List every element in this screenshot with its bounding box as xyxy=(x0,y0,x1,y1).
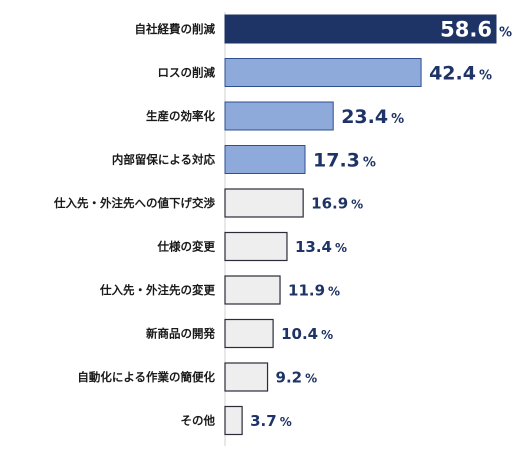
bar xyxy=(224,145,306,174)
value-unit: % xyxy=(391,112,404,127)
value-unit: % xyxy=(280,415,292,429)
category-label: その他 xyxy=(181,414,216,428)
bar xyxy=(224,58,422,87)
value-label: 11.9% xyxy=(288,281,340,299)
category-label: 生産の効率化 xyxy=(146,109,215,123)
category-label: 仕入先・外注先の変更 xyxy=(99,283,215,297)
value-number: 17.3 xyxy=(313,149,360,171)
category-label: 仕様の変更 xyxy=(157,240,216,254)
value-label: 3.7% xyxy=(250,412,292,430)
value-unit: % xyxy=(499,26,512,41)
value-number: 3.7 xyxy=(250,412,277,430)
value-label: 42.4% xyxy=(429,62,492,84)
value-unit: % xyxy=(363,155,376,170)
value-label: 9.2% xyxy=(276,368,318,386)
category-label: 自社経費の削減 xyxy=(135,22,216,36)
value-number: 9.2 xyxy=(276,368,303,386)
value-labels: 58.6 %42.4 %23.4 %17.3 %16.9 %13.4 %11.9 %10.4%… xyxy=(250,18,512,430)
bar xyxy=(224,14,497,44)
value-number: 16.9 xyxy=(311,194,348,212)
value-unit: % xyxy=(479,68,492,83)
value-label: 58.6 xyxy=(440,18,492,42)
value-label: 16.9% xyxy=(311,194,363,212)
bar xyxy=(224,231,288,262)
category-label: 内部留保による対応 xyxy=(112,153,216,167)
category-labels: 自社経費の削減ロスの削減生産の効率化内部留保による対応仕入先・外注先への値下げ交… xyxy=(53,22,215,428)
value-number: 11.9 xyxy=(288,281,325,299)
value-unit: % xyxy=(321,328,333,342)
value-number: 42.4 xyxy=(429,62,476,84)
value-unit: % xyxy=(328,284,340,298)
category-label: 仕入先・外注先への値下げ交渉 xyxy=(53,196,215,210)
bar xyxy=(224,405,243,436)
value-label: 13.4% xyxy=(295,238,347,256)
bar xyxy=(224,188,304,218)
value-number: 13.4 xyxy=(295,238,332,256)
value-unit: % xyxy=(351,197,363,211)
category-label: ロスの削減 xyxy=(158,66,216,80)
bars xyxy=(224,14,497,436)
value-label: 17.3% xyxy=(313,149,376,171)
bar xyxy=(224,318,274,349)
value-label: 23.4% xyxy=(341,106,404,128)
bar xyxy=(224,362,269,392)
bar xyxy=(224,101,334,131)
value-unit: % xyxy=(335,241,347,255)
category-label: 新商品の開発 xyxy=(146,327,215,341)
value-number: 23.4 xyxy=(341,106,388,128)
value-number: 58.6 xyxy=(440,18,492,42)
category-label: 自動化による作業の簡便化 xyxy=(77,370,215,384)
value-label: 10.4% xyxy=(281,325,333,343)
value-number: 10.4 xyxy=(281,325,318,343)
bar xyxy=(224,275,281,305)
value-unit: % xyxy=(305,371,317,385)
